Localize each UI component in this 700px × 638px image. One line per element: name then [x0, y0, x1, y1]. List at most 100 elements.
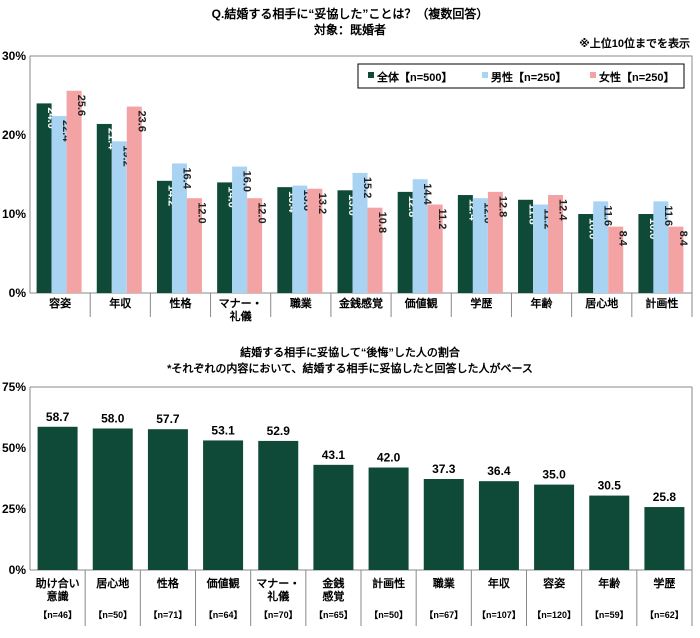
x-tick-label: 金銭感覚: [338, 296, 383, 310]
bar: [277, 187, 293, 293]
legend: [357, 63, 685, 89]
x-tick-label: 感覚: [322, 589, 344, 603]
bar: [96, 123, 112, 293]
x-tick-label: 学歴: [470, 296, 492, 310]
x-tick-label: 職業: [433, 576, 456, 590]
bar: [487, 191, 503, 293]
x-tick-label: マナー・: [219, 297, 263, 310]
legend-label: 女性【n=250】: [599, 70, 675, 84]
x-tick-label: 計画性: [645, 296, 678, 310]
x-tick-label: 助け合い: [36, 576, 80, 590]
data-label: 36.4: [487, 464, 511, 478]
bar: [533, 204, 549, 293]
bar: [156, 180, 172, 293]
bar: [412, 179, 428, 293]
chart-title: Q.結婚する相手に“妥協した”ことは？（複数回答）: [212, 6, 489, 21]
bar: [457, 195, 473, 293]
y-tick-label: 30%: [2, 49, 26, 63]
data-label: 25.6: [75, 95, 87, 116]
y-tick-label: 75%: [2, 380, 26, 394]
x-tick-label: 礼儀: [230, 309, 252, 323]
bar: [352, 172, 368, 293]
bar: [313, 464, 354, 570]
bar: [147, 429, 188, 570]
bar: [92, 428, 133, 570]
bar: [608, 226, 624, 293]
bar: [258, 440, 299, 570]
y-tick-label: 10%: [2, 207, 26, 221]
bar: [337, 190, 353, 293]
data-label: 14.4: [421, 183, 433, 205]
bar: [638, 214, 654, 293]
bar: [668, 226, 684, 293]
x-tick-label: 居心地: [585, 296, 618, 310]
x-tick-label: 性格: [169, 296, 192, 310]
bar: [397, 191, 413, 293]
x-tick-label: 計画性: [372, 576, 405, 590]
bar: [51, 116, 67, 293]
bar: [593, 201, 609, 293]
data-label: 43.1: [322, 448, 346, 462]
data-label: 12.0: [256, 202, 268, 223]
bar: [472, 198, 488, 293]
bar: [534, 484, 575, 570]
bar: [578, 214, 594, 293]
x-tick-label: 性格: [157, 576, 180, 590]
bar: [37, 426, 78, 570]
x-tick-label: 年収: [488, 576, 511, 590]
data-label: 16.0: [241, 171, 253, 192]
x-tick-label: 年齢: [531, 296, 554, 310]
data-label: 12.8: [496, 196, 508, 217]
x-tick-label: 学歴: [653, 576, 675, 590]
legend-swatch: [368, 72, 374, 78]
sample-size-label: 【n=65】: [314, 610, 353, 620]
data-label: 57.7: [156, 412, 180, 426]
data-label: 12.0: [195, 202, 207, 223]
data-label: 35.0: [542, 468, 566, 482]
chart-note: ※上位10位までを表示: [579, 36, 690, 50]
chart-title: 結婚する相手に妥協して“後悔”した人の割合: [240, 345, 461, 359]
sample-size-label: 【n=64】: [204, 610, 243, 620]
data-label: 52.9: [267, 424, 291, 438]
x-tick-label: 年収: [109, 296, 132, 310]
x-tick-label: 容姿: [48, 296, 71, 310]
bar: [368, 467, 409, 570]
bar: [427, 204, 443, 293]
bar: [247, 198, 263, 293]
bar: [66, 90, 82, 293]
sample-size-label: 【n=71】: [149, 610, 188, 620]
y-tick-label: 0%: [9, 563, 27, 577]
y-tick-label: 20%: [2, 128, 26, 142]
bar: [292, 185, 308, 293]
legend-swatch: [590, 72, 596, 78]
data-label: 8.4: [677, 231, 689, 247]
chart-subtitle: 対象：既婚者: [313, 22, 386, 37]
data-label: 11.6: [602, 205, 614, 226]
x-tick-label: 年齢: [598, 576, 621, 590]
data-label: 42.0: [377, 451, 401, 465]
data-label: 12.4: [557, 199, 569, 221]
bar: [644, 507, 685, 570]
data-label: 10.8: [376, 212, 388, 233]
data-label: 23.6: [135, 111, 147, 132]
data-label: 37.3: [432, 462, 456, 476]
bar: [111, 141, 127, 293]
bar: [423, 478, 464, 570]
legend-label: 男性【n=250】: [491, 70, 567, 84]
sample-size-label: 【n=67】: [424, 610, 463, 620]
bar: [367, 207, 383, 293]
bar: [36, 103, 52, 294]
sample-size-label: 【n=107】: [477, 610, 521, 620]
sample-size-label: 【n=50】: [93, 610, 132, 620]
x-tick-label: 意識: [47, 589, 69, 603]
data-label: 58.7: [46, 410, 70, 424]
bar: [232, 166, 248, 293]
data-label: 13.2: [316, 193, 328, 214]
sample-size-label: 【n=46】: [38, 610, 77, 620]
bar: [518, 199, 534, 293]
x-tick-label: 価値観: [206, 576, 240, 590]
sample-size-label: 【n=50】: [369, 610, 408, 620]
data-label: 8.4: [617, 231, 629, 247]
data-label: 30.5: [598, 479, 622, 493]
y-tick-label: 50%: [2, 441, 26, 455]
